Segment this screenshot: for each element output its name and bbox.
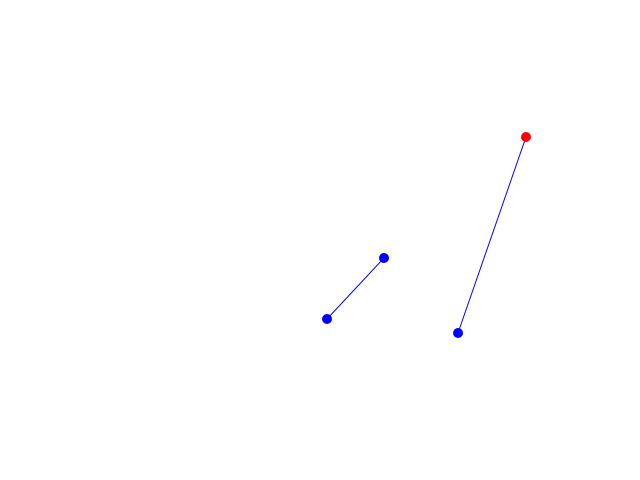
selected-point [521, 132, 531, 142]
point [453, 328, 463, 338]
segment [457, 136, 527, 334]
point [379, 253, 389, 263]
point [322, 314, 332, 324]
segment [326, 257, 385, 320]
